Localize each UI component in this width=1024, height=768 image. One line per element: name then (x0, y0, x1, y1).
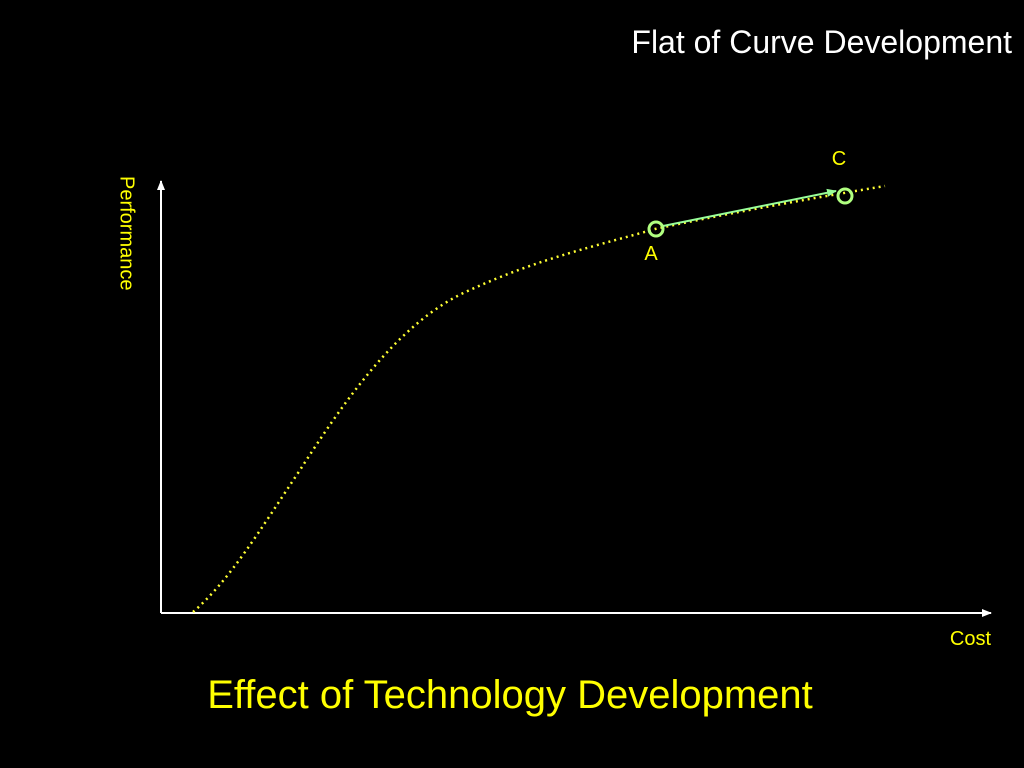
caption: Effect of Technology Development (207, 673, 813, 717)
x-axis-label: Cost (950, 628, 992, 650)
point-c (836, 187, 854, 205)
s-curve (192, 184, 886, 613)
point-label: A (644, 243, 658, 265)
point-label: C (832, 148, 846, 170)
slide-title: Flat of Curve Development (631, 24, 1012, 60)
improvement-arrow (662, 188, 837, 227)
y-axis-label: Performance (116, 176, 138, 291)
point-a (647, 220, 665, 238)
